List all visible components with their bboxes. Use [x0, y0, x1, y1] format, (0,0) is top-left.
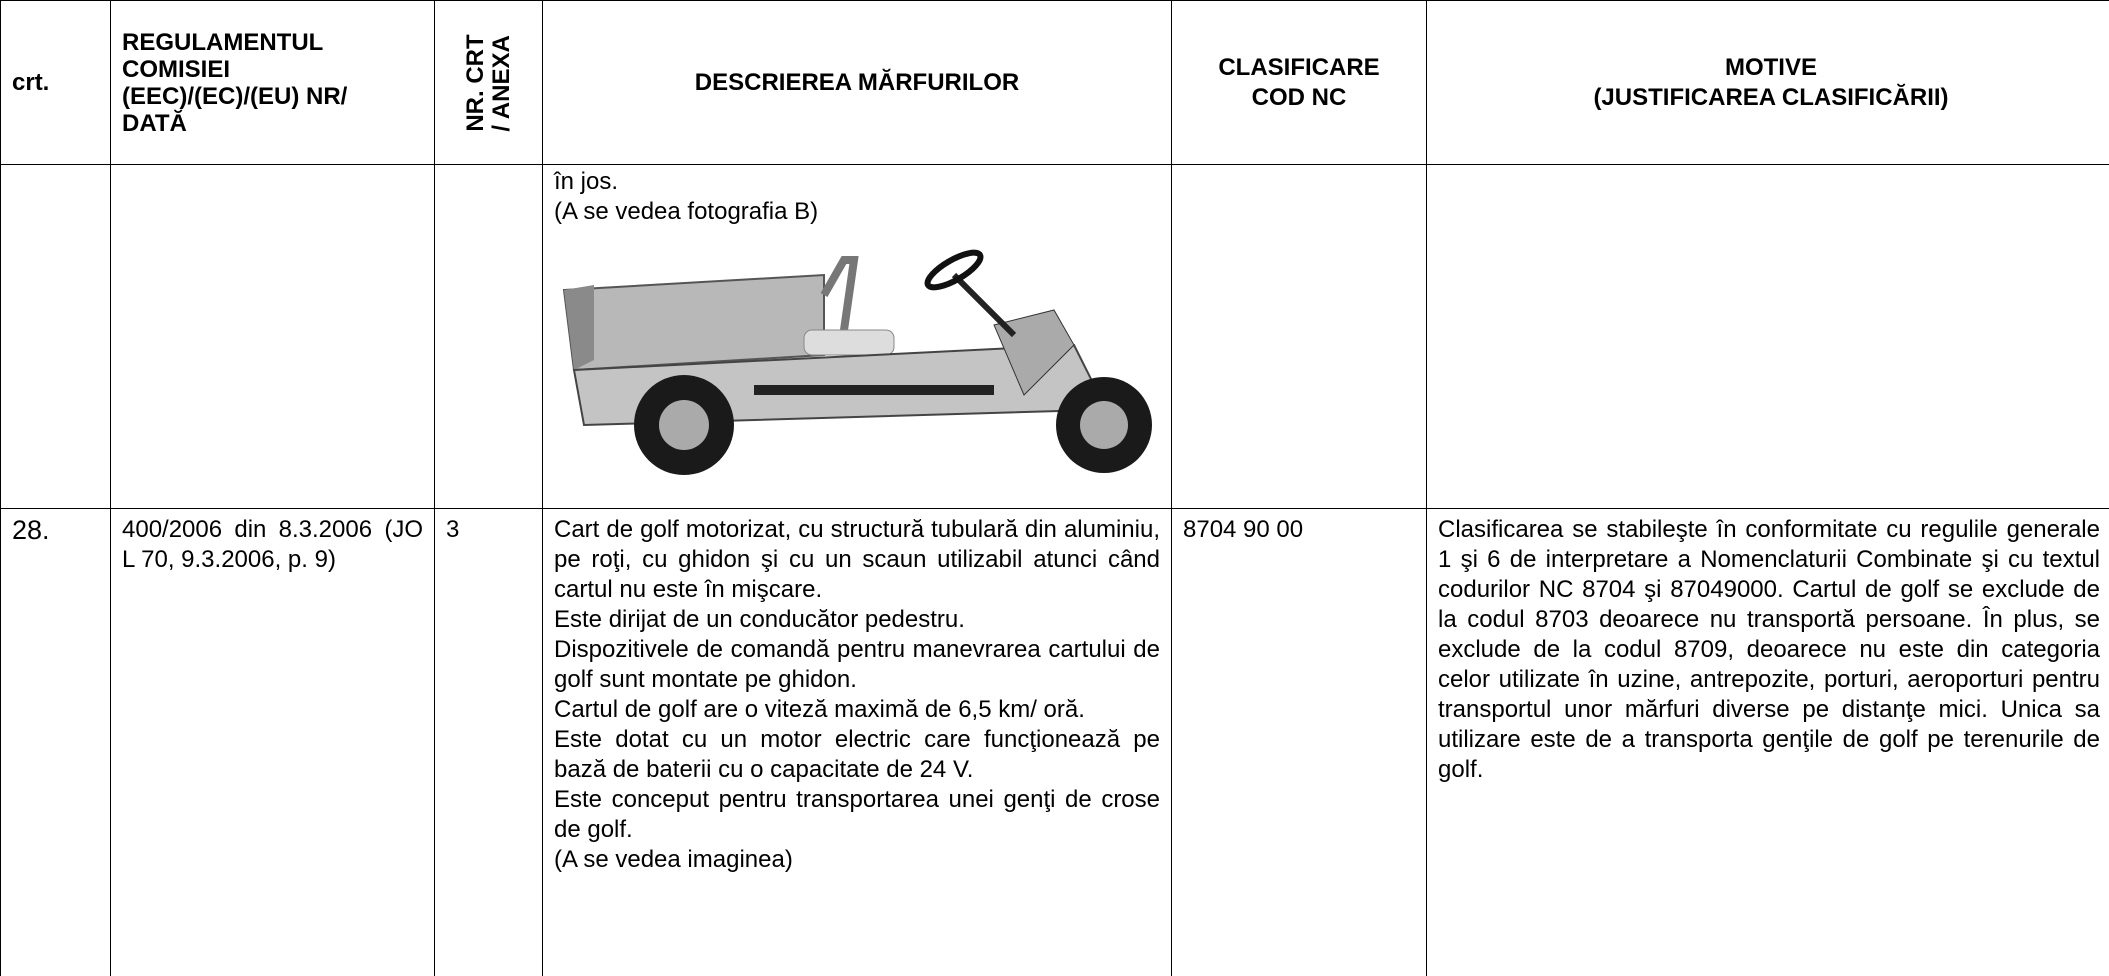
header-rotated: NR. CRT / ANEXA: [461, 33, 515, 132]
cell: Cart de golf motorizat, cu structură tub…: [542, 508, 1172, 976]
header-line: CLASIFICARE: [1218, 53, 1380, 81]
paragraph: Cartul de golf are o viteză maximă de 6,…: [554, 696, 1085, 723]
header-cell: CLASIFICARE COD NC: [1171, 0, 1427, 165]
paragraph: Este conceput pentru transportarea unei …: [554, 786, 1160, 843]
header-cell: DESCRIEREA MĂRFURILOR: [542, 0, 1172, 165]
cell: 3: [434, 508, 543, 976]
golf-cart-photo: [562, 249, 1152, 475]
regulation: 400/2006 din 8.3.2006 (JO L 70, 9.3.2006…: [122, 516, 423, 573]
header-description: DESCRIEREA MĂRFURILOR: [694, 68, 1020, 96]
paragraph: Dispozitivele de comandă pentru manevrar…: [554, 636, 1160, 693]
cell: [1171, 164, 1427, 509]
paragraph: Cart de golf motorizat, cu structură tub…: [554, 516, 1160, 603]
cell: 400/2006 din 8.3.2006 (JO L 70, 9.3.2006…: [110, 508, 435, 976]
cell: Clasificarea se stabileşte în conformita…: [1426, 508, 2109, 976]
paragraph: Este dotat cu un motor electric care fun…: [554, 726, 1160, 783]
row-number: 28.: [12, 515, 50, 545]
header-crt: crt.: [12, 68, 50, 96]
cell: în jos. (A se vedea fotografia B): [542, 164, 1172, 509]
paragraph: Este dirijat de un conducător pedestru.: [554, 606, 965, 633]
cell: 28.: [0, 508, 111, 976]
header-cell: MOTIVE (JUSTIFICAREA CLASIFICĂRII): [1426, 0, 2109, 165]
header-line: MOTIVE: [1724, 53, 1817, 81]
reasons: Clasificarea se stabileşte în conformita…: [1438, 516, 2100, 783]
header-line: COD NC: [1251, 83, 1347, 111]
header-line: NR. CRT: [461, 33, 489, 132]
cell: 8704 90 00: [1171, 508, 1427, 976]
cell: [0, 164, 111, 509]
cell: [1426, 164, 2109, 509]
header-cell: crt.: [0, 0, 111, 165]
header-line: (EEC)/(EC)/(EU) NR/: [122, 82, 348, 110]
header-line: / ANEXA: [487, 34, 515, 132]
cell: [434, 164, 543, 509]
header-cell: REGULAMENTUL COMISIEI (EEC)/(EC)/(EU) NR…: [110, 0, 435, 165]
header-line: COMISIEI: [122, 55, 231, 83]
header-line: DATĂ: [122, 109, 187, 137]
paragraph: (A se vedea imaginea): [554, 846, 793, 873]
cell: [110, 164, 435, 509]
header-line: (JUSTIFICAREA CLASIFICĂRII): [1593, 83, 1949, 111]
header-line: REGULAMENTUL: [122, 28, 324, 56]
text-line: în jos.: [554, 168, 619, 195]
annex: 3: [446, 516, 460, 543]
header-cell: NR. CRT / ANEXA: [434, 0, 543, 165]
cn-code: 8704 90 00: [1183, 516, 1304, 543]
text-line: (A se vedea fotografia B): [554, 198, 819, 225]
